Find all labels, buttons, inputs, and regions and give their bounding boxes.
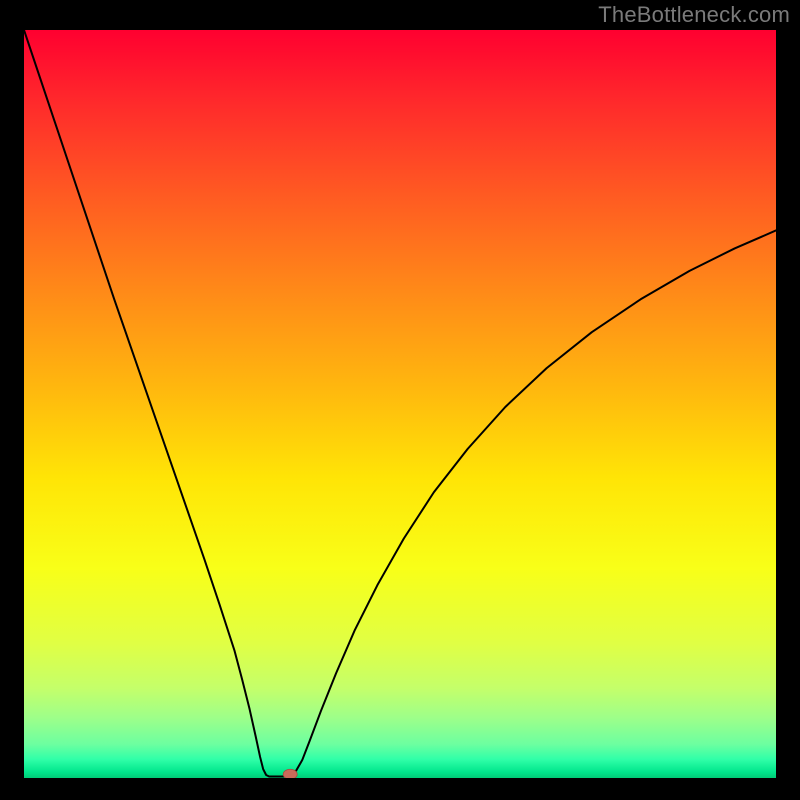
- gradient-background: [24, 30, 776, 778]
- minimum-marker: [283, 769, 297, 778]
- chart-svg: [24, 30, 776, 778]
- plot-area: [24, 30, 776, 778]
- chart-frame: TheBottleneck.com: [0, 0, 800, 800]
- watermark-text: TheBottleneck.com: [598, 2, 790, 28]
